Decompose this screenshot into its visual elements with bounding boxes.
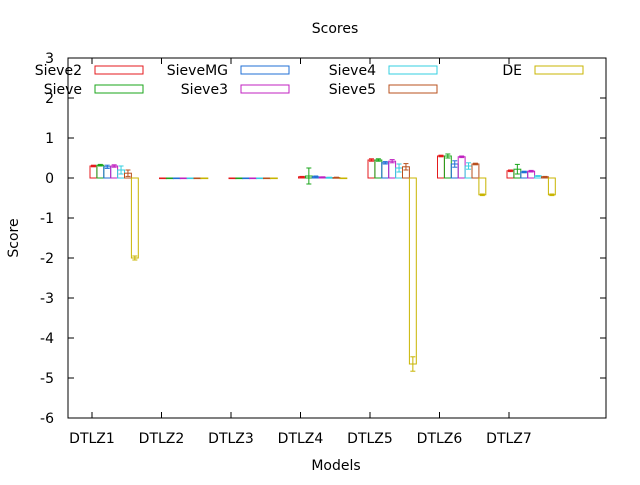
y-tick-label: 1: [45, 131, 54, 147]
legend-swatch: [240, 84, 290, 94]
bar: [381, 162, 390, 179]
bar: [367, 159, 376, 179]
x-tick-label: DTLZ4: [278, 431, 324, 447]
bar: [437, 155, 445, 179]
legend-swatch: [388, 65, 438, 75]
bar: [263, 177, 271, 180]
bar: [478, 177, 487, 196]
bar: [249, 177, 258, 180]
bar: [179, 177, 188, 180]
legend-label: SieveMG: [167, 63, 228, 79]
bar: [443, 155, 452, 179]
y-tick-label: -4: [40, 331, 54, 347]
x-tick-label: DTLZ1: [69, 431, 115, 447]
bar: [96, 164, 105, 179]
bar: [186, 177, 195, 180]
bar: [374, 159, 383, 179]
legend-swatch: [388, 84, 438, 94]
y-tick-label: 2: [45, 91, 54, 107]
bar: [457, 156, 466, 179]
x-tick-label: DTLZ2: [139, 431, 185, 447]
bar: [256, 177, 265, 180]
bar: [388, 160, 397, 179]
y-tick-label: 3: [45, 51, 54, 67]
legend-label: Sieve2: [35, 63, 82, 79]
bar: [235, 177, 244, 180]
bar: [242, 177, 251, 180]
legend-label: Sieve: [44, 82, 82, 98]
x-tick-label: DTLZ6: [417, 431, 463, 447]
legend: Sieve2 Sieve SieveMG Sieve3 Sieve4 Sieve5 DE: [35, 63, 584, 98]
bar: [269, 177, 278, 180]
chart-title: Scores: [312, 21, 359, 37]
legend-swatch: [240, 65, 290, 75]
x-tick-label: DTLZ7: [486, 431, 532, 447]
legend-swatch: [94, 65, 144, 75]
bars-layer: [89, 153, 556, 372]
legend-label: Sieve5: [329, 82, 376, 98]
legend-label: DE: [502, 63, 522, 79]
y-tick-label: -1: [40, 211, 54, 227]
legend-swatch: [94, 84, 144, 94]
legend-label: Sieve4: [329, 63, 376, 79]
bar: [89, 165, 98, 179]
y-axis-ticks: -6 -5 -4 -3 -2 -1 0 1 2 3: [40, 51, 606, 427]
bar: [471, 163, 480, 179]
legend-swatch: [534, 65, 584, 75]
bar: [547, 177, 556, 196]
bar: [200, 177, 209, 180]
y-tick-label: -6: [40, 411, 54, 427]
bar: [165, 177, 174, 180]
bar: [228, 177, 237, 180]
x-tick-label: DTLZ3: [208, 431, 254, 447]
bar: [339, 177, 348, 180]
y-axis-label: Score: [6, 218, 22, 257]
bar: [110, 165, 119, 179]
y-tick-label: 0: [45, 171, 54, 187]
bar: [130, 177, 139, 259]
x-tick-label: DTLZ5: [347, 431, 393, 447]
legend-label: Sieve3: [181, 82, 228, 98]
x-axis-label: Models: [311, 458, 360, 474]
bar: [408, 177, 417, 365]
bar: [193, 177, 202, 180]
plot-frame: [67, 57, 607, 419]
y-tick-label: -2: [40, 251, 54, 267]
x-axis-ticks: DTLZ1 DTLZ2 DTLZ3 DTLZ4 DTLZ5 DTLZ6 DTLZ7: [69, 58, 532, 447]
y-tick-label: -5: [40, 371, 54, 387]
y-tick-label: -3: [40, 291, 54, 307]
bar: [172, 177, 181, 180]
bar: [159, 177, 167, 180]
